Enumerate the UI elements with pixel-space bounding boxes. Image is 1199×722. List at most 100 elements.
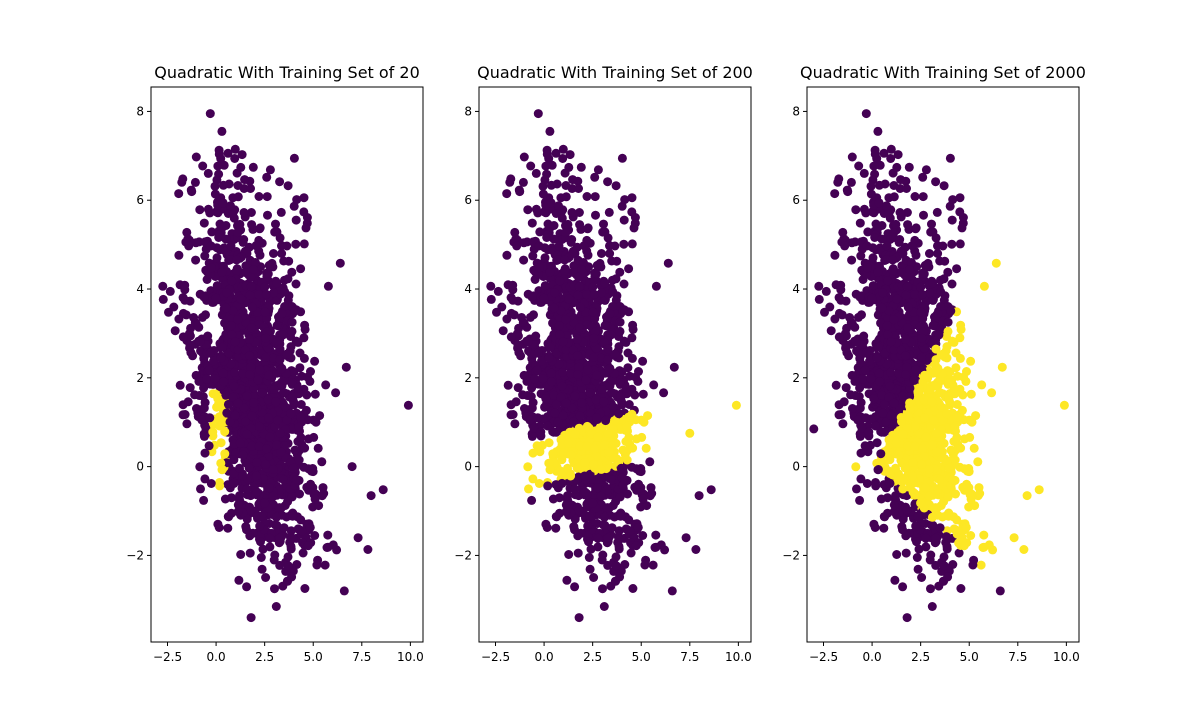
data-point-class-0 — [599, 602, 609, 611]
data-point-class-1 — [622, 455, 632, 465]
data-point-class-0 — [218, 198, 228, 208]
data-point-class-1 — [944, 392, 954, 402]
data-point-class-0 — [608, 302, 618, 311]
data-point-class-0 — [214, 233, 224, 242]
data-point-class-0 — [925, 249, 934, 258]
data-point-class-0 — [518, 177, 528, 187]
data-point-class-0 — [638, 494, 648, 504]
data-point-class-0 — [214, 149, 224, 159]
data-point-class-0 — [580, 471, 589, 481]
data-point-class-0 — [882, 201, 891, 211]
data-point-class-0 — [877, 221, 887, 230]
data-point-class-0 — [889, 500, 899, 510]
data-point-class-0 — [299, 353, 309, 363]
data-point-class-0 — [190, 177, 200, 187]
data-point-class-0 — [516, 351, 526, 361]
data-point-class-0 — [513, 340, 523, 350]
data-point-class-0 — [616, 511, 626, 521]
x-axis: −2.5 0.0 2.5 5.0 7.5 10.0 — [153, 642, 424, 664]
data-point-class-0 — [287, 267, 297, 277]
data-point-class-1 — [566, 471, 576, 481]
data-point-class-0 — [296, 412, 306, 422]
data-point-class-0 — [883, 276, 893, 286]
data-point-class-0 — [567, 208, 577, 217]
data-point-class-0 — [859, 168, 869, 178]
data-point-class-0 — [541, 394, 551, 404]
data-point-class-0 — [258, 544, 268, 554]
data-point-class-0 — [303, 372, 312, 382]
data-point-class-0 — [903, 323, 912, 333]
data-point-class-0 — [861, 348, 871, 358]
scatter-points — [486, 109, 741, 623]
data-point-class-1 — [962, 479, 972, 489]
data-point-class-0 — [283, 561, 293, 571]
data-point-class-0 — [235, 219, 245, 229]
x-tick-label: 0.0 — [207, 650, 226, 664]
data-point-class-0 — [597, 249, 606, 258]
data-point-class-0 — [638, 389, 648, 399]
data-point-class-0 — [564, 294, 574, 304]
data-point-class-1 — [956, 443, 966, 453]
data-point-class-0 — [542, 233, 552, 242]
data-point-class-0 — [275, 177, 285, 187]
data-point-class-0 — [191, 152, 201, 162]
data-point-class-0 — [596, 353, 606, 363]
data-point-class-0 — [199, 218, 209, 228]
data-point-class-0 — [836, 295, 846, 305]
data-point-class-0 — [288, 392, 298, 402]
data-point-class-0 — [954, 548, 964, 558]
data-point-class-0 — [843, 187, 853, 197]
data-point-class-0 — [235, 491, 245, 501]
data-point-class-1 — [600, 440, 609, 450]
data-point-class-0 — [206, 479, 216, 488]
data-point-class-0 — [599, 219, 608, 229]
data-point-class-0 — [280, 287, 290, 297]
data-point-class-0 — [518, 390, 528, 400]
data-point-class-0 — [927, 219, 936, 229]
data-point-class-0 — [561, 192, 571, 202]
data-point-class-0 — [910, 192, 920, 201]
data-point-class-0 — [276, 364, 286, 374]
data-point-class-0 — [269, 249, 278, 258]
data-point-class-0 — [502, 250, 512, 260]
data-point-class-0 — [935, 523, 945, 533]
data-point-class-0 — [889, 192, 899, 202]
data-point-class-1 — [910, 421, 920, 431]
data-point-class-0 — [249, 392, 259, 402]
data-point-class-0 — [554, 201, 563, 211]
data-point-class-0 — [599, 397, 609, 407]
data-point-class-1 — [950, 422, 960, 432]
data-point-class-0 — [555, 493, 564, 503]
data-point-class-0 — [573, 370, 583, 379]
data-point-class-0 — [519, 255, 529, 265]
data-point-class-0 — [178, 332, 188, 342]
data-point-class-0 — [574, 613, 584, 623]
data-point-class-0 — [523, 337, 533, 347]
data-point-class-0 — [628, 320, 638, 330]
data-point-class-0 — [956, 584, 966, 593]
data-point-class-0 — [947, 215, 957, 225]
data-point-class-0 — [604, 207, 614, 217]
data-point-class-0 — [942, 541, 952, 551]
data-point-class-0 — [252, 471, 261, 481]
data-point-class-1 — [217, 465, 227, 474]
data-point-class-0 — [608, 287, 618, 297]
data-point-class-0 — [294, 422, 304, 432]
data-point-class-0 — [233, 315, 243, 325]
data-point-class-0 — [600, 278, 610, 288]
data-point-class-1 — [920, 483, 930, 493]
data-point-class-0 — [201, 310, 210, 320]
data-point-class-0 — [204, 441, 214, 451]
data-point-class-0 — [577, 398, 587, 408]
data-point-class-0 — [526, 161, 536, 171]
data-point-class-0 — [403, 400, 413, 410]
data-point-class-0 — [194, 376, 204, 386]
data-point-class-0 — [611, 274, 621, 284]
data-point-class-0 — [493, 286, 503, 296]
data-point-class-0 — [593, 533, 603, 543]
data-point-class-0 — [617, 367, 627, 377]
data-point-class-0 — [911, 224, 921, 234]
data-point-class-0 — [854, 161, 864, 171]
x-tick-label: −2.5 — [153, 650, 182, 664]
data-point-class-1 — [641, 443, 651, 453]
